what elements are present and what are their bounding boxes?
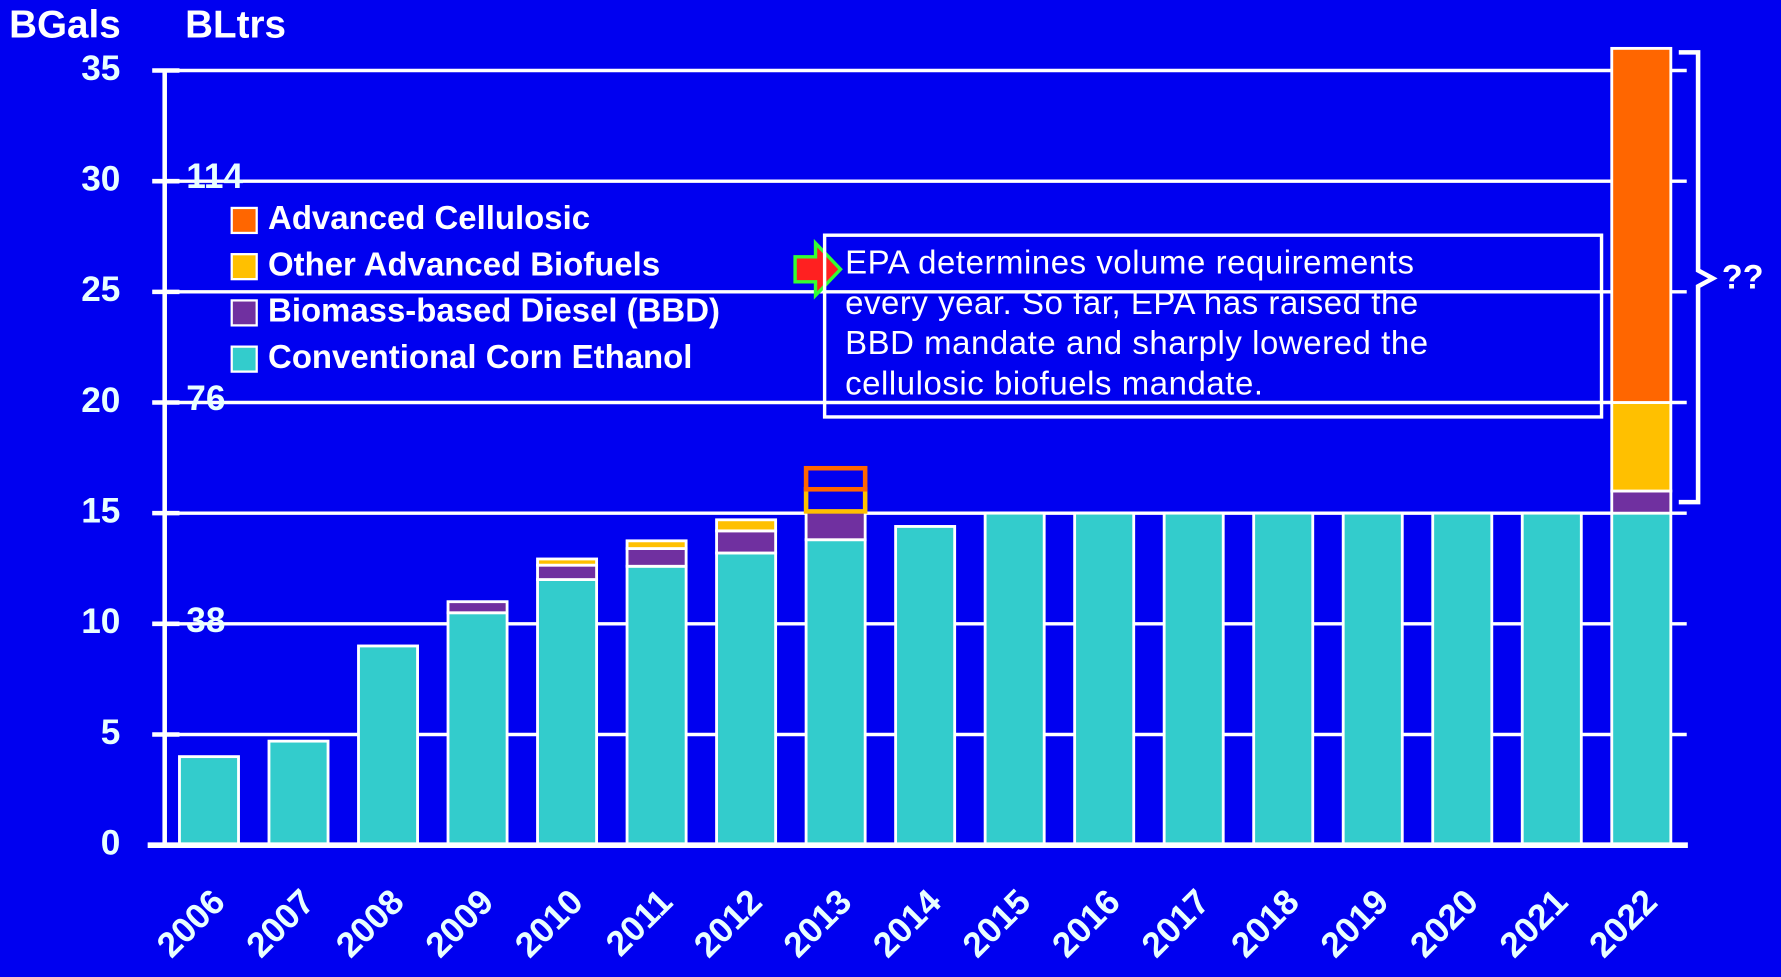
bar-segment xyxy=(803,465,868,492)
annotation-line: BBD mandate and sharply lowered the xyxy=(845,324,1429,361)
bar-segment xyxy=(357,644,419,847)
y-tick-label: 20 xyxy=(81,381,120,420)
y-tick-label: 0 xyxy=(101,823,121,862)
legend-label: Conventional Corn Ethanol xyxy=(268,338,692,375)
bar-segment xyxy=(1520,511,1583,847)
annotation: EPA determines volume requirements every … xyxy=(845,243,1429,401)
bar-segment xyxy=(715,518,778,533)
bar-segment xyxy=(536,578,599,847)
bars xyxy=(178,46,1673,847)
legend-label: Other Advanced Biofuels xyxy=(268,245,660,282)
annotation-box xyxy=(822,233,1604,419)
bar-segment xyxy=(1252,511,1315,847)
bar-segment xyxy=(1610,401,1673,493)
bar-segment xyxy=(1431,511,1494,847)
legend-swatch xyxy=(230,206,258,235)
bar-segment xyxy=(715,551,778,847)
bar-segment xyxy=(625,539,688,550)
y-tick-label: 5 xyxy=(101,713,121,752)
bar-segment xyxy=(804,538,867,847)
bar-segment xyxy=(1610,46,1673,404)
y2-axis-label: BLtrs xyxy=(185,4,286,47)
legend-label: Advanced Cellulosic xyxy=(268,199,590,236)
bracket-label: ?? xyxy=(1722,259,1764,297)
legend-swatch xyxy=(230,299,258,327)
y-tick-label: 35 xyxy=(81,49,120,88)
grid xyxy=(164,68,1687,737)
bar-segment xyxy=(446,611,509,847)
y2-tick-label: 76 xyxy=(186,379,225,418)
arrow xyxy=(793,238,843,300)
legend: Advanced Cellulosic Other Advanced Biofue… xyxy=(230,199,720,375)
annotation-line: every year. So far, EPA has raised the xyxy=(845,284,1419,321)
bar-segment xyxy=(715,529,778,555)
bar-segment xyxy=(1610,489,1673,515)
y2-tick-label: 38 xyxy=(186,601,225,640)
y-tick-label: 25 xyxy=(81,270,120,309)
bar-segment xyxy=(267,739,330,847)
bar-segment xyxy=(536,557,599,567)
bar-segment xyxy=(1073,511,1136,847)
bar-segment xyxy=(983,511,1046,847)
bar-segment xyxy=(1162,511,1225,847)
bar-segment xyxy=(446,600,509,615)
legend-swatch xyxy=(230,345,258,373)
y-axis-label: BGals xyxy=(9,4,121,47)
bar-segment xyxy=(1610,511,1673,847)
annotation-line: EPA determines volume requirements xyxy=(845,243,1414,280)
y-tick-label: 15 xyxy=(81,491,120,530)
bar-segment xyxy=(536,563,599,581)
bar-segment xyxy=(804,509,867,542)
legend-label: Biomass-based Diesel (BBD) xyxy=(268,292,720,329)
bar-segment xyxy=(625,547,688,568)
bar-segment xyxy=(894,525,957,847)
bar-segment xyxy=(178,755,240,847)
legend-swatch xyxy=(230,253,258,281)
y-tick-label: 30 xyxy=(81,159,120,198)
bar-segment xyxy=(625,564,688,847)
bracket xyxy=(1678,50,1718,505)
y-tick-label: 10 xyxy=(81,602,120,641)
bar-segment xyxy=(1341,511,1404,847)
annotation-line: cellulosic biofuels mandate. xyxy=(845,364,1264,401)
y2-tick-label: 114 xyxy=(186,157,243,196)
